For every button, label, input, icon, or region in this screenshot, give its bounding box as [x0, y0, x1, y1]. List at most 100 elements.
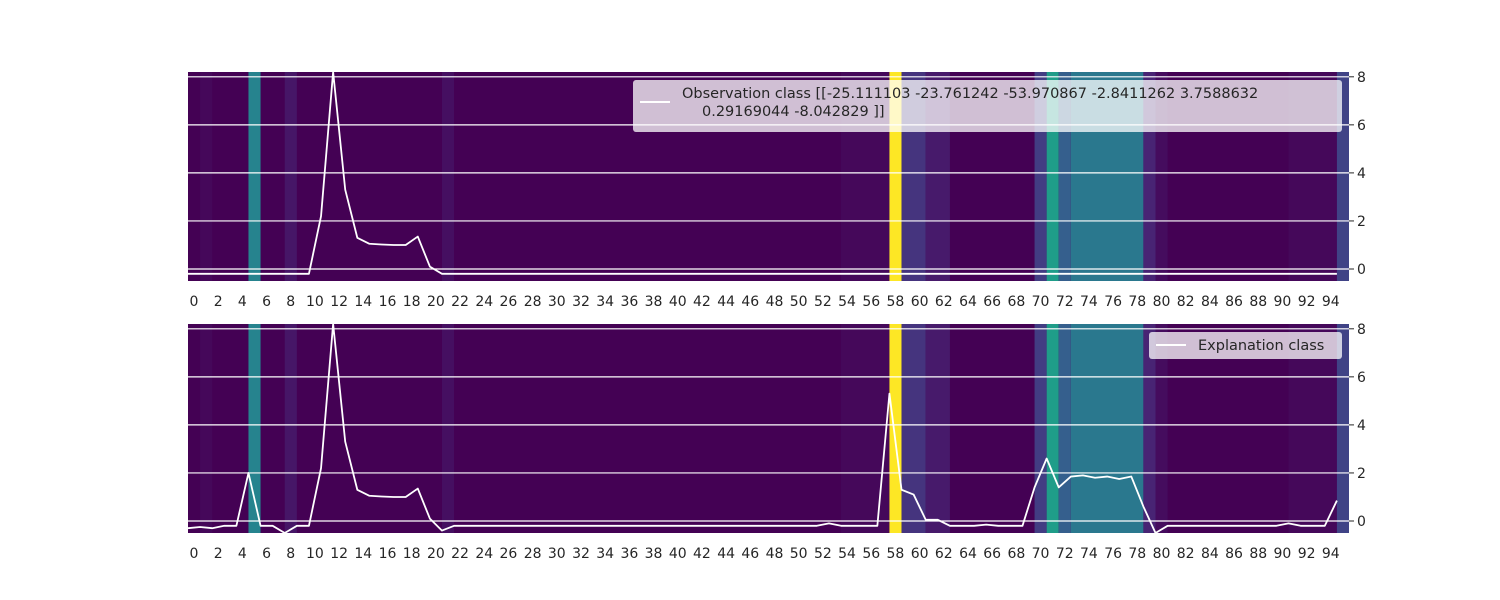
x-tick-label: 4	[238, 294, 247, 310]
legend-box	[1149, 332, 1342, 359]
x-tick-label: 36	[620, 546, 638, 562]
x-tick-label: 28	[524, 294, 542, 310]
heatmap-cell	[1155, 324, 1168, 533]
y-tick-label: 0	[1357, 514, 1366, 530]
x-tick-label: 84	[1201, 546, 1219, 562]
x-tick-label: 42	[693, 294, 711, 310]
x-tick-label: 68	[1007, 294, 1025, 310]
x-tick-label: 8	[286, 546, 295, 562]
y-tick-label: 0	[1357, 262, 1366, 278]
x-tick-label: 48	[766, 546, 784, 562]
x-tick-label: 6	[262, 546, 271, 562]
y-tick-label: 4	[1357, 418, 1366, 434]
x-tick-label: 70	[1032, 294, 1050, 310]
x-tick-label: 18	[403, 294, 421, 310]
x-tick-label: 56	[862, 546, 880, 562]
x-tick-label: 26	[500, 294, 518, 310]
x-tick-label: 22	[451, 294, 469, 310]
y-tick-label: 2	[1357, 466, 1366, 482]
x-tick-label: 0	[190, 294, 199, 310]
x-tick-label: 44	[717, 546, 735, 562]
x-tick-label: 58	[887, 294, 905, 310]
x-tick-label: 82	[1177, 546, 1195, 562]
x-tick-label: 88	[1249, 546, 1267, 562]
x-tick-label: 8	[286, 294, 295, 310]
x-tick-label: 34	[596, 294, 614, 310]
x-tick-label: 62	[935, 546, 953, 562]
x-tick-label: 16	[379, 294, 397, 310]
heatmap-cell	[284, 324, 297, 533]
x-tick-label: 64	[959, 294, 977, 310]
legend-label-line2: 0.29169044 -8.042829 ]]	[702, 104, 885, 120]
x-axis: 0 2 4 6 8 10 12 14 16 18 20 22 24 26 28 30 32 34 36 38 40 42 4…	[190, 546, 1340, 562]
x-tick-label: 18	[403, 546, 421, 562]
y-tick-label: 2	[1357, 214, 1366, 230]
x-tick-label: 88	[1249, 294, 1267, 310]
x-tick-label: 62	[935, 294, 953, 310]
x-tick-label: 92	[1298, 294, 1316, 310]
x-tick-label: 74	[1080, 546, 1098, 562]
x-tick-label: 70	[1032, 546, 1050, 562]
x-tick-label: 50	[790, 294, 808, 310]
x-tick-label: 6	[262, 294, 271, 310]
series-line	[188, 71, 1337, 275]
heatmap-cell	[1336, 324, 1349, 533]
heatmap-cell	[889, 324, 902, 533]
y-tick-label: 4	[1357, 166, 1366, 182]
x-tick-label: 84	[1201, 294, 1219, 310]
x-tick-label: 72	[1056, 546, 1074, 562]
x-tick-label: 72	[1056, 294, 1074, 310]
heatmap-cell	[248, 72, 261, 281]
x-tick-label: 16	[379, 546, 397, 562]
x-tick-label: 66	[983, 294, 1001, 310]
x-tick-label: 48	[766, 294, 784, 310]
x-tick-label: 30	[548, 546, 566, 562]
x-tick-label: 28	[524, 546, 542, 562]
bottom-panel: 0 2 4 6 8 10 12 14 16 18 20 22 24 26 28 30 32 34 36 38 40 42 4…	[187, 322, 1366, 562]
heatmap-cell	[901, 324, 926, 533]
x-tick-label: 4	[238, 546, 247, 562]
x-tick-label: 52	[814, 294, 832, 310]
x-tick-label: 2	[214, 294, 223, 310]
x-tick-label: 76	[1104, 294, 1122, 310]
legend: Observation class [[-25.111103 -23.76124…	[633, 80, 1342, 132]
y-tick-label: 8	[1357, 70, 1366, 86]
x-tick-label: 24	[475, 546, 493, 562]
heatmap-cell	[1058, 324, 1071, 533]
y-tick-label: 6	[1357, 118, 1366, 134]
x-tick-label: 46	[741, 294, 759, 310]
heatmap-cell	[1034, 324, 1047, 533]
x-tick-label: 78	[1128, 546, 1146, 562]
x-tick-label: 90	[1274, 546, 1292, 562]
heatmap-cell	[284, 72, 297, 281]
x-tick-label: 46	[741, 546, 759, 562]
y-tick-label: 6	[1357, 370, 1366, 386]
x-tick-label: 12	[330, 294, 348, 310]
x-tick-label: 14	[354, 546, 372, 562]
x-tick-label: 68	[1007, 546, 1025, 562]
heatmap-cell	[248, 324, 261, 533]
x-tick-label: 26	[500, 546, 518, 562]
x-tick-label: 10	[306, 546, 324, 562]
x-tick-label: 60	[911, 294, 929, 310]
legend-label-line1: Observation class [[-25.111103 -23.76124…	[682, 86, 1258, 102]
x-tick-label: 56	[862, 294, 880, 310]
heatmap-cell	[1046, 324, 1059, 533]
x-tick-label: 40	[669, 294, 687, 310]
legend-label: Explanation class	[1198, 338, 1324, 354]
x-tick-label: 32	[572, 294, 590, 310]
heatmap-cell	[925, 324, 950, 533]
x-tick-label: 34	[596, 546, 614, 562]
heatmap-cell	[200, 72, 213, 281]
legend: Explanation class	[1149, 332, 1342, 359]
x-tick-label: 32	[572, 546, 590, 562]
x-tick-label: 74	[1080, 294, 1098, 310]
x-tick-label: 12	[330, 546, 348, 562]
x-tick-label: 94	[1322, 294, 1340, 310]
series-line	[187, 323, 1338, 534]
y-axis: 0 2 4 6 8	[1349, 322, 1366, 530]
x-tick-label: 66	[983, 546, 1001, 562]
x-tick-label: 54	[838, 294, 856, 310]
x-tick-label: 86	[1225, 546, 1243, 562]
x-tick-label: 92	[1298, 546, 1316, 562]
